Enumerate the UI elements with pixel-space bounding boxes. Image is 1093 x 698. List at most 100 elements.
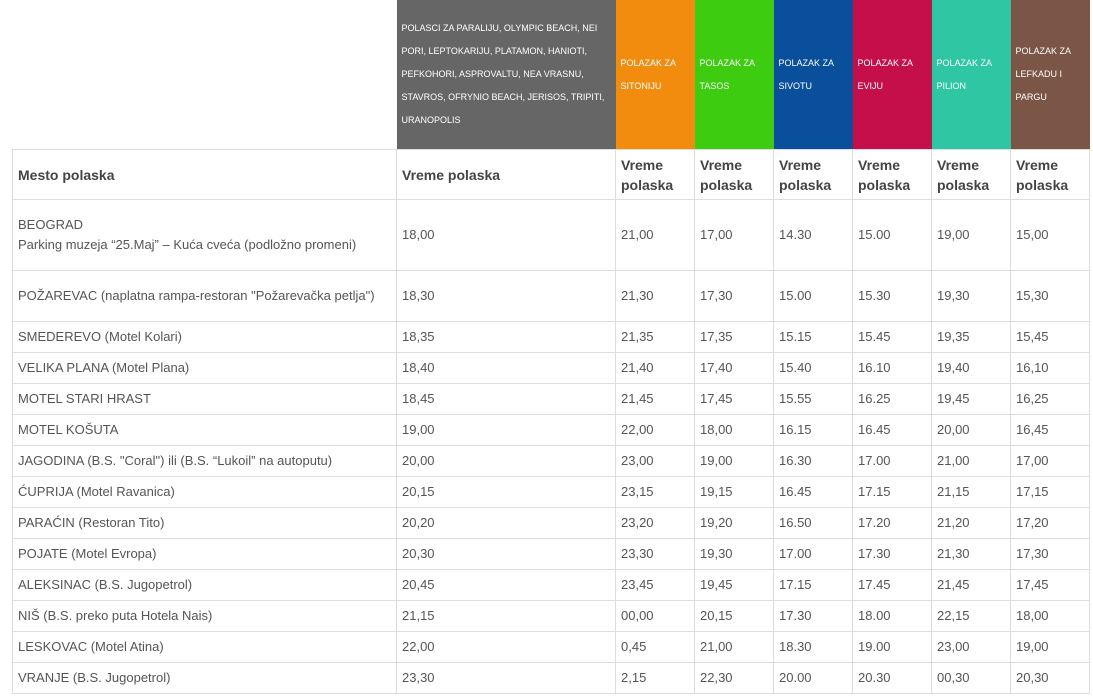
departure-time-cell: 17,30 [1010, 538, 1090, 570]
departure-time-cell: 21,20 [931, 507, 1011, 539]
departure-time-cell: 19,00 [931, 199, 1011, 271]
column-header-time: Vreme polaska [931, 149, 1011, 200]
departure-place-line: Parking muzeja “25.Maj” – Kuća cveća (po… [18, 237, 357, 252]
schedule-wrapper: POLASCI ZA PARALIJU, OLYMPIC BEACH, NEI … [12, 0, 1090, 694]
table-row: LESKOVAC (Motel Atina) 22,00 0,45 21,00 18.3… [12, 631, 1090, 663]
table-row: POŽAREVAC (naplatna rampa-restoran "Poža… [12, 270, 1090, 322]
departure-time-cell: 16.45 [852, 414, 932, 446]
departure-time-cell: 23,15 [615, 476, 695, 508]
departure-place-line: PARAĆIN (Restoran Tito) [18, 515, 165, 530]
departure-time-cell: 20,15 [396, 476, 616, 508]
departure-time-cell: 16.25 [852, 383, 932, 415]
departure-place-line: POŽAREVAC (naplatna rampa-restoran "Poža… [18, 288, 375, 303]
column-header-time: Vreme polaska [396, 149, 616, 200]
departure-time-cell: 17,35 [694, 321, 774, 353]
departure-time-cell: 21,00 [931, 445, 1011, 477]
departure-time-cell: 16,25 [1010, 383, 1090, 415]
departure-time-cell: 15,00 [1010, 199, 1090, 271]
departure-time-cell: 20,00 [931, 414, 1011, 446]
departure-time-cell: 17.15 [852, 476, 932, 508]
departure-place-line: POJATE (Motel Evropa) [18, 546, 157, 561]
departure-time-cell: 23,30 [615, 538, 695, 570]
departure-place-cell: MOTEL STARI HRAST [12, 383, 397, 415]
departure-time-cell: 2,15 [615, 662, 695, 694]
departure-time-cell: 16.15 [773, 414, 853, 446]
departure-place-cell: VRANJE (B.S. Jugopetrol) [12, 662, 397, 694]
departure-time-cell: 00,00 [615, 600, 695, 632]
departure-time-cell: 17,45 [694, 383, 774, 415]
departure-time-cell: 16.50 [773, 507, 853, 539]
departure-time-cell: 23,30 [396, 662, 616, 694]
header-group-paralija: POLASCI ZA PARALIJU, OLYMPIC BEACH, NEI … [396, 0, 616, 150]
departure-time-cell: 16.30 [773, 445, 853, 477]
table-row: VRANJE (B.S. Jugopetrol) 23,30 2,15 22,30 20… [12, 662, 1090, 694]
header-blank-cell [12, 0, 397, 150]
departure-time-cell: 18,45 [396, 383, 616, 415]
departure-time-cell: 18,00 [694, 414, 774, 446]
header-group-pilion: POLAZAK ZA PILION [931, 0, 1011, 150]
departure-time-cell: 20.30 [852, 662, 932, 694]
departure-time-cell: 19,00 [396, 414, 616, 446]
table-row: BEOGRAD Parking muzeja “25.Maj” – Kuća cv… [12, 199, 1090, 271]
header-group-sivota: POLAZAK ZA SIVOTU [773, 0, 853, 150]
departure-time-cell: 14.30 [773, 199, 853, 271]
departure-time-cell: 17,00 [694, 199, 774, 271]
departure-place-line: ĆUPRIJA (Motel Ravanica) [18, 484, 175, 499]
table-row: SMEDEREVO (Motel Kolari) 18,35 21,35 17,35 1… [12, 321, 1090, 353]
departure-place-line: MOTEL KOŠUTA [18, 422, 119, 437]
departure-place-cell: SMEDEREVO (Motel Kolari) [12, 321, 397, 353]
header-group-sitonija: POLAZAK ZA SITONIJU [615, 0, 695, 150]
table-row: JAGODINA (B.S. "Coral") ili (B.S. “Lukoi… [12, 445, 1090, 477]
departure-time-cell: 20.00 [773, 662, 853, 694]
departure-place-cell: VELIKA PLANA (Motel Plana) [12, 352, 397, 384]
departure-time-cell: 19,40 [931, 352, 1011, 384]
departure-time-cell: 17,45 [1010, 569, 1090, 601]
table-row: ĆUPRIJA (Motel Ravanica) 20,15 23,15 19,15 1… [12, 476, 1090, 508]
departure-time-cell: 17.00 [773, 538, 853, 570]
departure-place-cell: PARAĆIN (Restoran Tito) [12, 507, 397, 539]
departure-time-cell: 15.45 [852, 321, 932, 353]
departure-time-cell: 00,30 [931, 662, 1011, 694]
departure-time-cell: 17.30 [852, 538, 932, 570]
departure-place-cell: POŽAREVAC (naplatna rampa-restoran "Poža… [12, 270, 397, 322]
column-header-time: Vreme polaska [852, 149, 932, 200]
table-row: MOTEL STARI HRAST 18,45 21,45 17,45 15.55 16.… [12, 383, 1090, 415]
departure-time-cell: 17,00 [1010, 445, 1090, 477]
departure-time-cell: 22,00 [615, 414, 695, 446]
departure-time-cell: 18.30 [773, 631, 853, 663]
departure-time-cell: 19,00 [694, 445, 774, 477]
departure-time-cell: 0,45 [615, 631, 695, 663]
departure-time-cell: 20,20 [396, 507, 616, 539]
departure-time-cell: 21,00 [694, 631, 774, 663]
departure-time-cell: 21,30 [615, 270, 695, 322]
departure-time-cell: 17.20 [852, 507, 932, 539]
departure-time-cell: 15,45 [1010, 321, 1090, 353]
departure-time-cell: 15.55 [773, 383, 853, 415]
column-header-time: Vreme polaska [773, 149, 853, 200]
departure-time-cell: 19,35 [931, 321, 1011, 353]
departure-time-cell: 21,30 [931, 538, 1011, 570]
departure-schedule-table: POLASCI ZA PARALIJU, OLYMPIC BEACH, NEI … [12, 0, 1090, 694]
departure-time-cell: 15,30 [1010, 270, 1090, 322]
column-header-time: Vreme polaska [1010, 149, 1090, 200]
table-row: POJATE (Motel Evropa) 20,30 23,30 19,30 17.0… [12, 538, 1090, 570]
departure-place-cell: POJATE (Motel Evropa) [12, 538, 397, 570]
departure-time-cell: 15.30 [852, 270, 932, 322]
departure-time-cell: 19,00 [1010, 631, 1090, 663]
departure-time-cell: 22,30 [694, 662, 774, 694]
departure-time-cell: 16.10 [852, 352, 932, 384]
departure-place-cell: MOTEL KOŠUTA [12, 414, 397, 446]
departure-place-cell: NIŠ (B.S. preko puta Hotela Nais) [12, 600, 397, 632]
departure-time-cell: 16,45 [1010, 414, 1090, 446]
departure-time-cell: 18,35 [396, 321, 616, 353]
header-group-evija: POLAZAK ZA EVIJU [852, 0, 932, 150]
departure-time-cell: 17.00 [852, 445, 932, 477]
departure-place-cell: ĆUPRIJA (Motel Ravanica) [12, 476, 397, 508]
departure-time-cell: 23,45 [615, 569, 695, 601]
header-group-tasos: POLAZAK ZA TASOS [694, 0, 774, 150]
departure-time-cell: 21,00 [615, 199, 695, 271]
departure-time-cell: 17.45 [852, 569, 932, 601]
departure-time-cell: 22,15 [931, 600, 1011, 632]
table-row: ALEKSINAC (B.S. Jugopetrol) 20,45 23,45 19,… [12, 569, 1090, 601]
departure-time-cell: 22,00 [396, 631, 616, 663]
